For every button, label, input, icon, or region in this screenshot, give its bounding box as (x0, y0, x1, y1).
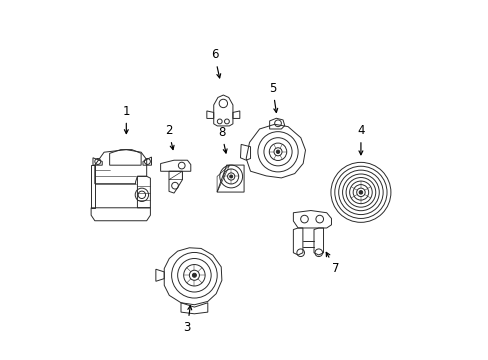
Text: 5: 5 (268, 82, 277, 112)
Circle shape (276, 150, 279, 153)
Text: 3: 3 (183, 306, 191, 334)
Text: 2: 2 (164, 124, 174, 149)
Text: 6: 6 (210, 48, 220, 78)
Circle shape (229, 175, 232, 178)
Text: 7: 7 (325, 252, 339, 275)
Text: 1: 1 (122, 105, 130, 134)
Circle shape (358, 190, 362, 194)
Text: 4: 4 (356, 124, 364, 155)
Text: 8: 8 (218, 126, 226, 153)
Circle shape (192, 273, 196, 277)
